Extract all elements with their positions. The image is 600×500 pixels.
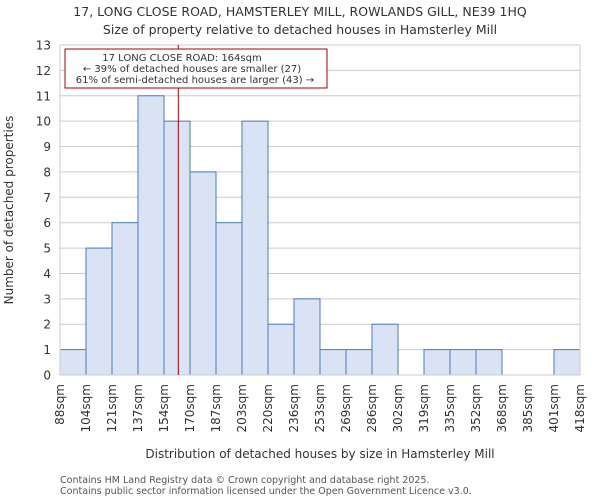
histogram-bar <box>553 349 581 376</box>
x-tick-label: 170sqm <box>183 384 197 432</box>
x-tick-label: 385sqm <box>521 384 535 432</box>
histogram-bar <box>111 222 139 376</box>
annotation-box: 17 LONG CLOSE ROAD: 164sqm ← 39% of deta… <box>64 48 328 89</box>
annotation-frame <box>64 48 328 89</box>
histogram-bar <box>423 349 451 376</box>
y-tick-label: 11 <box>36 89 51 103</box>
x-tick-label: 154sqm <box>157 384 171 432</box>
annotation-line-3: 61% of semi-detached houses are larger (… <box>76 75 314 86</box>
y-tick-label: 3 <box>43 292 51 306</box>
y-tick-label: 7 <box>43 191 51 205</box>
y-tick-label: 4 <box>43 267 51 281</box>
histogram-bar <box>293 298 321 376</box>
y-tick-label: 0 <box>43 369 51 383</box>
y-tick-label: 1 <box>43 343 51 357</box>
histogram-bar <box>215 222 243 376</box>
histogram-bar <box>267 323 295 376</box>
x-axis-ticks: 88sqm 104sqm 121sqm 137sqm 154sqm 170sqm 187sq… <box>53 384 587 432</box>
x-tick-label: 319sqm <box>417 384 431 432</box>
x-axis-label: Distribution of detached houses by size … <box>145 447 494 461</box>
x-tick-label: 253sqm <box>313 384 327 432</box>
x-tick-label: 302sqm <box>391 384 405 432</box>
y-tick-label: 2 <box>43 318 51 332</box>
chart-subtitle: Size of property relative to detached ho… <box>103 22 497 37</box>
x-tick-label: 88sqm <box>53 384 67 425</box>
x-tick-label: 368sqm <box>495 384 509 432</box>
x-tick-label: 335sqm <box>443 384 457 432</box>
y-tick-label: 12 <box>36 64 51 78</box>
histogram-bar <box>371 323 399 376</box>
x-tick-label: 401sqm <box>547 384 561 432</box>
histogram-bar <box>189 171 217 376</box>
histogram-bar <box>85 247 113 376</box>
x-tick-label: 121sqm <box>105 384 119 432</box>
annotation-line-1: 17 LONG CLOSE ROAD: 164sqm <box>102 53 261 64</box>
footer-line-2: Contains public sector information licen… <box>60 486 472 497</box>
x-tick-label: 236sqm <box>287 384 301 432</box>
y-tick-label: 5 <box>43 242 51 256</box>
bars <box>59 95 581 376</box>
annotation-line-2: ← 39% of detached houses are smaller (27… <box>83 64 301 75</box>
histogram-bar <box>319 349 347 376</box>
plot-frame <box>59 44 581 376</box>
x-tick-label: 220sqm <box>261 384 275 432</box>
histogram-bar <box>59 349 87 376</box>
x-tick-label: 286sqm <box>365 384 379 432</box>
histogram-bar <box>137 95 165 376</box>
histogram-bar <box>163 120 191 376</box>
x-tick-label: 203sqm <box>235 384 249 432</box>
y-tick-label: 6 <box>43 216 51 230</box>
y-tick-label: 10 <box>36 115 51 129</box>
x-tick-label: 137sqm <box>131 384 145 432</box>
histogram-bar <box>475 349 503 376</box>
chart-title: 17, LONG CLOSE ROAD, HAMSTERLEY MILL, RO… <box>73 4 527 19</box>
histogram-bar <box>449 349 477 376</box>
y-tick-label: 8 <box>43 165 51 179</box>
y-axis-label: Number of detached properties <box>2 116 16 305</box>
y-tick-label: 9 <box>43 140 51 154</box>
x-tick-label: 104sqm <box>79 384 93 432</box>
footer-line-1: Contains HM Land Registry data © Crown c… <box>60 475 430 486</box>
histogram-bar <box>241 120 269 376</box>
y-tick-label: 13 <box>36 39 51 53</box>
histogram-bar <box>345 349 373 376</box>
x-tick-label: 269sqm <box>339 384 353 432</box>
x-tick-label: 187sqm <box>209 384 223 432</box>
x-tick-label: 418sqm <box>573 384 587 432</box>
x-tick-label: 352sqm <box>469 384 483 432</box>
